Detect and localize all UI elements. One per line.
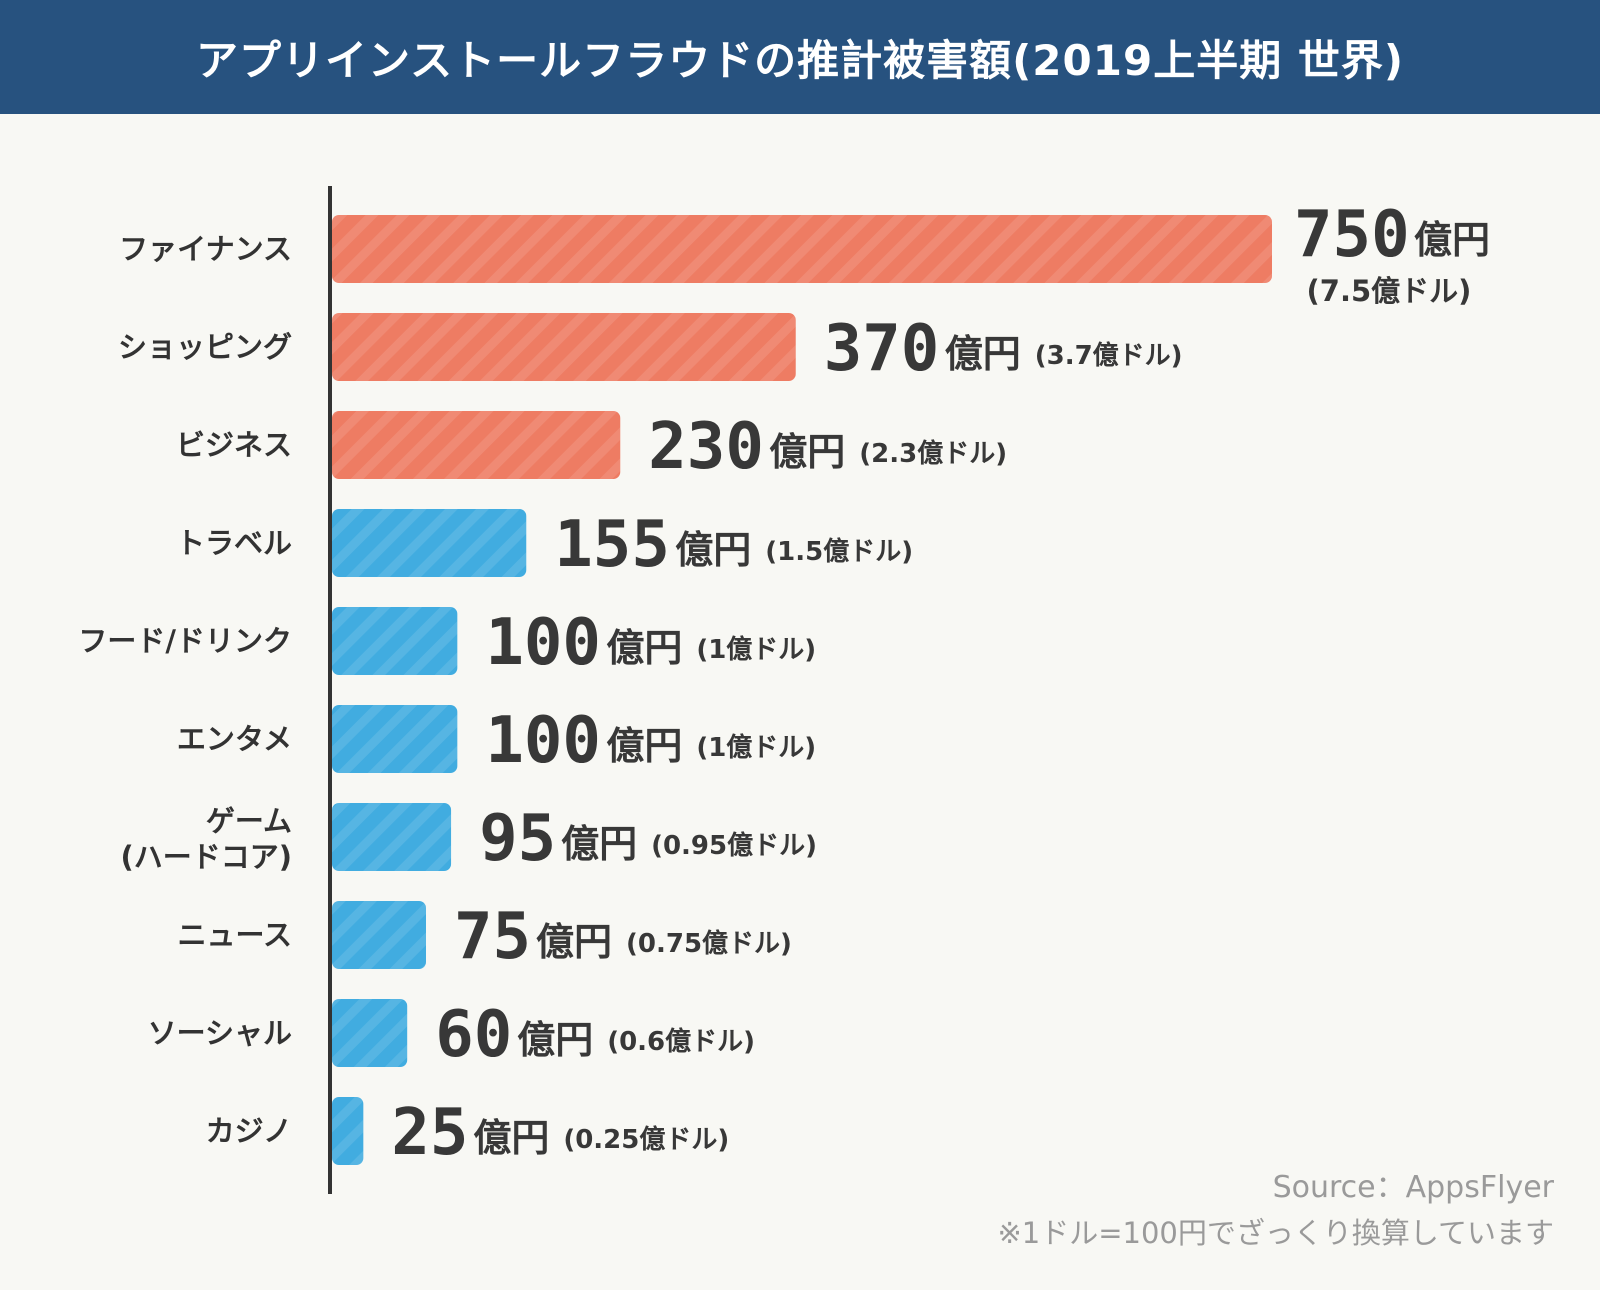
bars-layer: ファイナンス 750 億円(7.5億ドル)ショッピング 370 億円 (3.7億ドル)ビジ… — [78, 198, 1490, 1170]
category-label: ショッピング — [118, 330, 292, 364]
value-label: 750 — [1294, 198, 1410, 272]
value-sub-label: (7.5億ドル) — [1307, 274, 1472, 308]
bar-stripes — [332, 901, 426, 969]
value-unit: 億円 — [517, 1018, 593, 1062]
source-text: Source：AppsFlyer — [1272, 1170, 1554, 1205]
category-label: ゲーム — [206, 804, 292, 838]
title-bar: アプリインストールフラウドの推計被害額(2019上半期 世界) — [0, 0, 1600, 114]
value-unit: 億円 — [561, 822, 637, 866]
bar-stripes — [332, 607, 458, 675]
bar-stripes — [332, 411, 621, 479]
value-label: 75 — [454, 900, 531, 974]
chart-title: アプリインストールフラウドの推計被害額(2019上半期 世界) — [195, 35, 1405, 85]
value-sub-label: (1億ドル) — [696, 733, 816, 763]
category-label: ソーシャル — [148, 1016, 292, 1050]
value-unit: 億円 — [769, 430, 845, 474]
value-label: 95 — [479, 802, 556, 876]
value-sub-label: (2.3億ドル) — [859, 439, 1007, 469]
value-label: 370 — [824, 312, 940, 386]
value-label: 60 — [435, 998, 512, 1072]
bar-stripes — [332, 1097, 364, 1165]
bar-stripes — [332, 803, 452, 871]
category-label: トラベル — [176, 526, 292, 560]
value-label: 230 — [648, 410, 764, 484]
bar-stripes — [332, 999, 408, 1067]
category-label: エンタメ — [177, 722, 292, 756]
bar-stripes — [332, 705, 458, 773]
value-sub-label: (1.5億ドル) — [765, 537, 913, 567]
category-label: ニュース — [177, 918, 292, 952]
value-unit: 億円 — [473, 1116, 549, 1160]
category-label: フード/ドリンク — [78, 624, 292, 658]
value-unit: 億円 — [606, 724, 682, 768]
value-unit: 億円 — [606, 626, 682, 670]
conversion-note: ※1ドル=100円でざっくり換算しています — [997, 1216, 1554, 1250]
value-sub-label: (1億ドル) — [696, 635, 816, 665]
value-sub-label: (0.25億ドル) — [563, 1125, 729, 1155]
bar-stripes — [332, 215, 1272, 283]
value-sub-label: (0.6億ドル) — [607, 1027, 755, 1057]
value-label: 100 — [485, 704, 601, 778]
value-sub-label: (3.7億ドル) — [1035, 341, 1183, 371]
value-sub-label: (0.75億ドル) — [626, 929, 792, 959]
category-label: ファイナンス — [119, 232, 292, 266]
bar-stripes — [332, 313, 796, 381]
value-unit: 億円 — [945, 332, 1021, 376]
category-label: カジノ — [206, 1114, 292, 1148]
value-sub-label: (0.95億ドル) — [651, 831, 817, 861]
value-label: 100 — [485, 606, 601, 680]
value-unit: 億円 — [536, 920, 612, 964]
bar-stripes — [332, 509, 527, 577]
value-unit: 億円 — [675, 528, 751, 572]
value-unit: 億円 — [1414, 218, 1490, 262]
category-label: (ハードコア) — [120, 840, 292, 874]
category-label: ビジネス — [176, 428, 292, 462]
value-label: 155 — [554, 508, 670, 582]
bar-chart: ファイナンス 750 億円(7.5億ドル)ショッピング 370 億円 (3.7億ドル)ビジ… — [78, 186, 1490, 1194]
value-label: 25 — [391, 1096, 468, 1170]
